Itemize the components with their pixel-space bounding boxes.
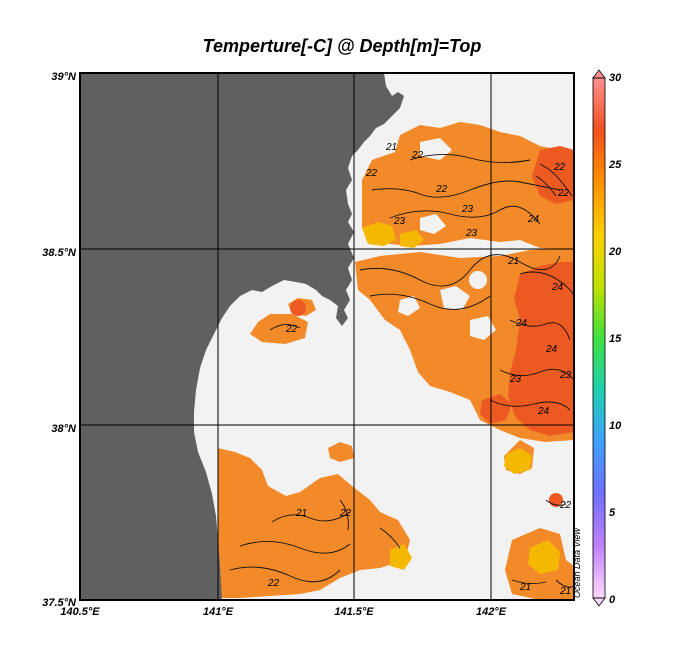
contour-label: 22 <box>557 188 570 199</box>
field-patch-small-3 <box>328 442 354 462</box>
contour-label: 21 <box>559 586 571 597</box>
temperature-field <box>218 122 574 600</box>
contour-label: 22 <box>411 150 424 161</box>
warm-core-regions <box>480 146 574 436</box>
contour-label: 23 <box>461 204 474 215</box>
colorbar-bar <box>593 78 605 598</box>
y-tick-label: 38.5°N <box>42 247 77 259</box>
contour-label: 23 <box>465 228 478 239</box>
field-patch-south <box>218 448 410 598</box>
cool-spot-2 <box>390 544 412 570</box>
chart-title: Temperture[-C] @ Depth[m]=Top <box>202 36 482 56</box>
hot-spot <box>290 300 306 316</box>
colorbar-tick-label: 5 <box>609 507 616 519</box>
contour-label: 22 <box>339 508 352 519</box>
x-tick-label: 141.5°E <box>334 606 374 618</box>
contour-label: 22 <box>365 168 378 179</box>
contour-label: 23 <box>393 216 406 227</box>
colorbar-top-arrow <box>592 69 606 79</box>
colorbar: 30 25 20 15 10 5 0 <box>592 69 622 607</box>
colorbar-tick-label: 30 <box>609 72 622 84</box>
contour-label: 22 <box>553 162 566 173</box>
field-patch-small-1 <box>250 314 308 344</box>
cool-spot-5 <box>400 230 424 248</box>
contour-label: 21 <box>519 582 531 593</box>
contour-label: 24 <box>551 282 564 293</box>
cool-spot-3 <box>528 540 560 574</box>
contour-label: 21 <box>385 142 397 153</box>
contour-label: 24 <box>527 214 540 225</box>
contour-label: 22 <box>435 184 448 195</box>
cool-spot-1 <box>362 222 396 246</box>
warm-core-small <box>480 394 512 424</box>
y-tick-label: 37.5°N <box>42 597 77 609</box>
contour-label: 23 <box>509 374 522 385</box>
colorbar-tick-label: 10 <box>609 420 622 432</box>
x-tick-label: 142°E <box>476 606 507 618</box>
x-tick-label: 140.5°E <box>60 606 100 618</box>
plot-frame <box>79 72 575 601</box>
cool-spot-4 <box>504 448 532 474</box>
contour-label: 22 <box>285 324 298 335</box>
y-tick-label: 39°N <box>51 71 77 83</box>
y-axis: 39°N 38.5°N 38°N 37.5°N <box>42 71 77 609</box>
colorbar-tick-label: 25 <box>608 159 622 171</box>
contour-label: 21 <box>507 256 519 267</box>
contour-label: 22 <box>559 500 572 511</box>
colorbar-bottom-arrow <box>592 597 606 607</box>
contour-label: 23 <box>559 370 572 381</box>
y-tick-label: 38°N <box>51 423 77 435</box>
land-mass <box>80 73 404 600</box>
colorbar-tick-label: 15 <box>609 333 622 345</box>
colorbar-tick-label: 20 <box>608 246 622 258</box>
contour-label: 24 <box>545 344 558 355</box>
contour-lines <box>229 154 574 588</box>
contour-label-group: 21 22 22 23 23 24 21 22 22 23 24 23 24 2… <box>267 142 572 597</box>
warm-core-east <box>508 262 574 436</box>
cool-spots <box>362 222 560 574</box>
grid-lines <box>80 73 574 600</box>
contour-label: 22 <box>267 578 280 589</box>
warm-core-north-ring <box>532 146 574 204</box>
no-data-holes <box>398 138 496 446</box>
field-patch-north <box>362 122 574 250</box>
x-tick-label: 141°E <box>203 606 234 618</box>
contour-label: 21 <box>295 508 307 519</box>
colorbar-tick-label: 0 <box>609 594 616 606</box>
contour-label: 24 <box>537 406 550 417</box>
credit-label: Ocean Data View <box>572 528 582 598</box>
contour-label: 24 <box>515 318 528 329</box>
x-axis: 140.5°E 141°E 141.5°E 142°E <box>60 606 506 618</box>
